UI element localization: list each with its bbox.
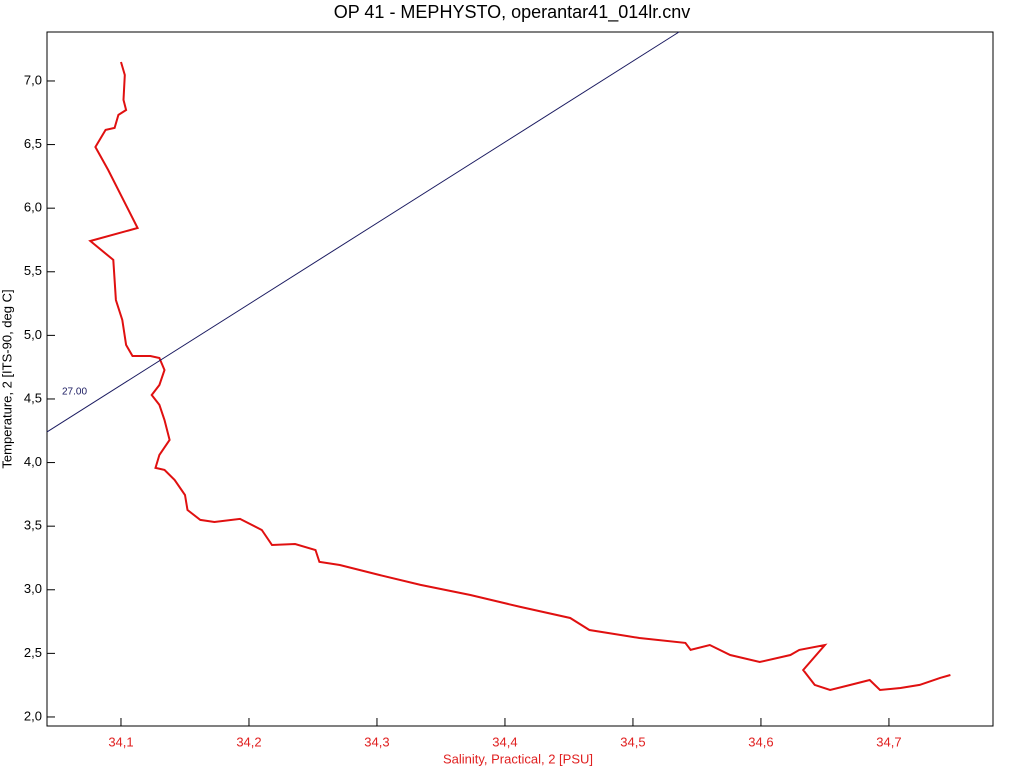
y-tick-label: 4,0 [24, 454, 42, 469]
y-tick-label: 5,0 [24, 327, 42, 342]
x-tick-label: 34,4 [492, 734, 517, 749]
data-line [88, 61, 951, 692]
y-tick-label: 5,5 [24, 263, 42, 278]
y-tick-label: 3,0 [24, 581, 42, 596]
y-tick-label: 6,5 [24, 136, 42, 151]
chart-title: OP 41 - MEPHYSTO, operantar41_014lr.cnv [334, 2, 691, 23]
x-tick-label: 34,7 [876, 734, 901, 749]
isopycnal-label: 27.00 [62, 387, 87, 398]
x-tick-label: 34,6 [748, 734, 773, 749]
y-axis-label: Temperature, 2 [ITS-90, deg C] [0, 289, 14, 468]
plot-area [46, 31, 994, 727]
y-tick-label: 4,5 [24, 390, 42, 405]
isopycnal-line [46, 31, 680, 433]
x-tick-label: 34,2 [236, 734, 261, 749]
y-tick-label: 3,5 [24, 518, 42, 533]
x-tick-label: 34,3 [364, 734, 389, 749]
y-tick-label: 7,0 [24, 72, 42, 87]
x-tick-label: 34,1 [108, 734, 133, 749]
y-tick-label: 2,0 [24, 708, 42, 723]
y-tick-label: 2,5 [24, 645, 42, 660]
x-axis-label: Salinity, Practical, 2 [PSU] [443, 751, 593, 766]
x-tick-label: 34,5 [620, 734, 645, 749]
y-tick-label: 6,0 [24, 200, 42, 215]
